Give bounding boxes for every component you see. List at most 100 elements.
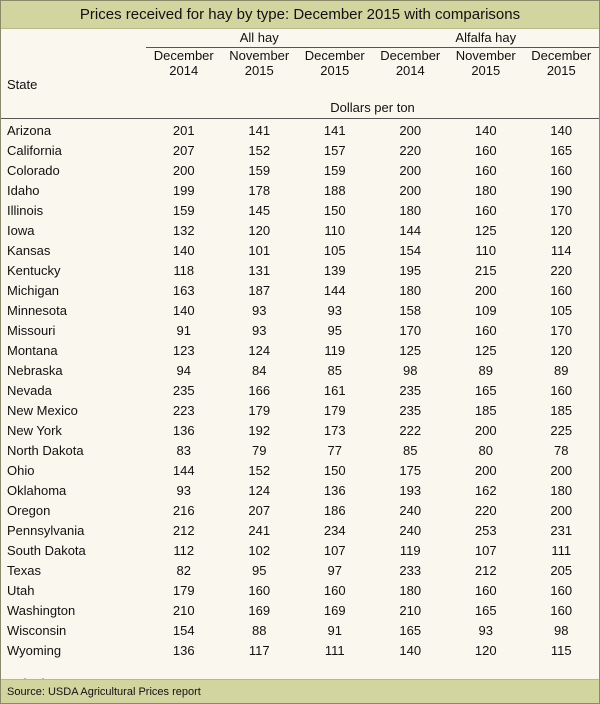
table-row: North Dakota 83 79 77 85 80 78 — [1, 441, 599, 461]
price-cell: 150 — [323, 462, 346, 478]
price-cell: 83 — [176, 442, 191, 458]
price-cell: 120 — [550, 222, 573, 238]
price-cell: 215 — [474, 262, 497, 278]
table-row: California 207 152 157 220 160 165 — [1, 141, 599, 161]
price-cell: 78 — [554, 442, 569, 458]
price-cell: 225 — [550, 422, 573, 438]
units-label: Dollars per ton — [146, 97, 599, 119]
price-cell: 190 — [550, 182, 573, 198]
price-cell: 186 — [323, 502, 346, 518]
price-cell: 169 — [248, 602, 271, 618]
price-cell: 212 — [172, 522, 195, 538]
price-cell: 179 — [248, 402, 271, 418]
price-cell: 235 — [399, 402, 422, 418]
price-cell: 241 — [248, 522, 271, 538]
price-cell: 235 — [399, 382, 422, 398]
table-row: Wisconsin 154 88 91 165 93 98 — [1, 621, 599, 641]
price-cell: 200 — [474, 422, 497, 438]
price-cell: 119 — [324, 342, 346, 358]
price-cell: 233 — [399, 562, 422, 578]
price-cell: 180 — [550, 482, 573, 498]
table-row: Illinois 159 145 150 180 160 170 — [1, 201, 599, 221]
price-cell: 139 — [323, 262, 346, 278]
state-cell: Minnesota — [7, 302, 67, 318]
state-cell: Oklahoma — [7, 482, 67, 498]
price-cell: 160 — [323, 582, 346, 598]
state-cell: Wyoming — [7, 642, 62, 658]
price-cell: 114 — [550, 242, 572, 258]
price-cell: 223 — [172, 402, 195, 418]
column-header-line: 2015 — [244, 63, 274, 78]
table-row: Idaho 199 178 188 200 180 190 — [1, 181, 599, 201]
column-header: December 2014 — [146, 48, 222, 98]
table-row: Nevada 235 166 161 235 165 160 — [1, 381, 599, 401]
price-cell: 210 — [399, 602, 422, 618]
state-cell: Illinois — [7, 202, 44, 218]
hay-prices-table: All hay Alfalfa hay State December 2014 No… — [1, 29, 599, 695]
price-cell: 200 — [550, 502, 573, 518]
price-cell: 201 — [172, 122, 195, 138]
price-cell: 110 — [324, 222, 346, 238]
state-cell: Ohio — [7, 462, 35, 478]
blank-cell — [1, 29, 146, 48]
state-cell: Arizona — [7, 122, 52, 138]
price-cell: 207 — [248, 502, 271, 518]
price-cell: 160 — [474, 322, 497, 338]
price-cell: 212 — [474, 562, 497, 578]
state-cell: New Mexico — [7, 402, 78, 418]
price-cell: 124 — [248, 482, 271, 498]
price-cell: 160 — [550, 602, 573, 618]
price-cell: 200 — [399, 122, 422, 138]
price-cell: 136 — [172, 642, 195, 658]
price-cell: 117 — [248, 642, 270, 658]
price-cell: 97 — [327, 562, 342, 578]
price-cell: 152 — [248, 142, 271, 158]
price-cell: 216 — [172, 502, 195, 518]
price-cell: 180 — [399, 202, 422, 218]
price-cell: 112 — [173, 542, 195, 558]
column-header: December 2014 — [373, 48, 449, 98]
state-cell: Texas — [7, 562, 41, 578]
column-header: November 2015 — [222, 48, 298, 98]
price-cell: 200 — [550, 462, 573, 478]
table-row: Michigan 163 187 144 180 200 160 — [1, 281, 599, 301]
state-cell: South Dakota — [7, 542, 86, 558]
price-cell: 89 — [554, 362, 569, 378]
price-cell: 179 — [172, 582, 195, 598]
price-cell: 165 — [399, 622, 422, 638]
price-cell: 136 — [323, 482, 346, 498]
price-cell: 93 — [252, 302, 267, 318]
price-cell: 185 — [550, 402, 573, 418]
state-cell: Kansas — [7, 242, 51, 258]
price-cell: 150 — [323, 202, 346, 218]
price-cell: 235 — [172, 382, 195, 398]
table-row: Oklahoma 93 124 136 193 162 180 — [1, 481, 599, 501]
price-cell: 195 — [399, 262, 422, 278]
price-cell: 152 — [248, 462, 271, 478]
price-cell: 85 — [327, 362, 342, 378]
price-cell: 200 — [474, 282, 497, 298]
price-cell: 157 — [323, 142, 346, 158]
price-cell: 170 — [550, 202, 573, 218]
table-row: Ohio 144 152 150 175 200 200 — [1, 461, 599, 481]
column-header-line: December — [304, 48, 365, 63]
price-cell: 120 — [248, 222, 271, 238]
column-header-line: December — [153, 48, 214, 63]
price-cell: 166 — [248, 382, 271, 398]
table-row: New York 136 192 173 222 200 225 — [1, 421, 599, 441]
price-cell: 95 — [327, 322, 342, 338]
table-row: Iowa 132 120 110 144 125 120 — [1, 221, 599, 241]
price-cell: 107 — [474, 542, 497, 558]
price-cell: 159 — [248, 162, 271, 178]
price-cell: 253 — [474, 522, 497, 538]
price-cell: 175 — [399, 462, 422, 478]
price-cell: 200 — [172, 162, 195, 178]
price-cell: 180 — [399, 282, 422, 298]
price-cell: 94 — [176, 362, 191, 378]
price-cell: 154 — [399, 242, 422, 258]
table-row: Colorado 200 159 159 200 160 160 — [1, 161, 599, 181]
price-cell: 163 — [172, 282, 195, 298]
price-cell: 84 — [252, 362, 267, 378]
price-cell: 187 — [248, 282, 271, 298]
price-cell: 170 — [550, 322, 573, 338]
